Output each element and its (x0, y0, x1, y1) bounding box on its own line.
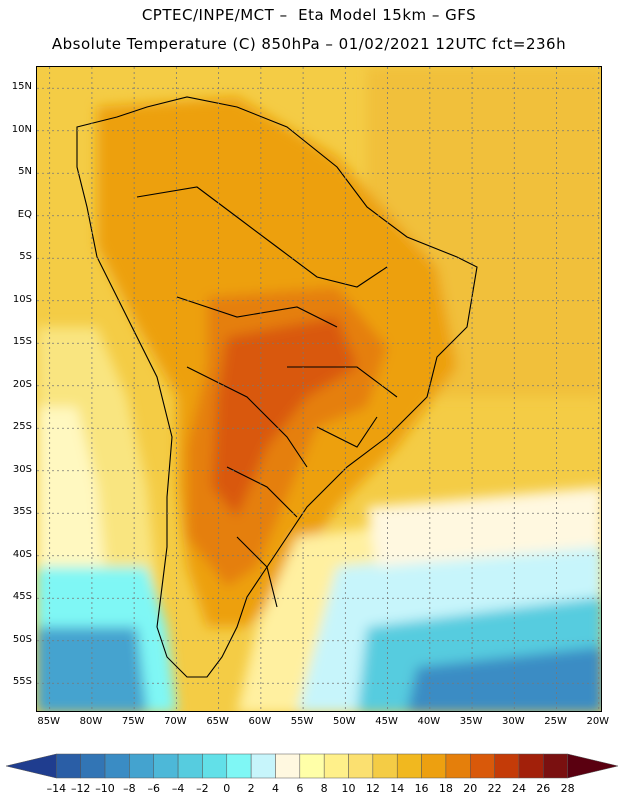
longitude-tick-label: 80W (79, 716, 103, 727)
longitude-tick-label: 50W (333, 716, 356, 727)
latitude-tick-label: 10N (11, 123, 32, 135)
colorbar-swatch (129, 753, 154, 779)
colorbar-tick-label: 10 (341, 782, 356, 795)
latitude-tick-label: 15N (11, 81, 32, 93)
longitude-tick-label: 35W (459, 716, 483, 727)
temperature-colorbar (5, 753, 618, 779)
colorbar-swatch (518, 753, 544, 779)
longitude-tick-label: 30W (501, 716, 525, 727)
colorbar-tick-label: 22 (487, 782, 502, 795)
colorbar-tick-label: 8 (320, 782, 328, 795)
graticule (37, 67, 601, 711)
longitude-tick-label: 55W (290, 716, 314, 727)
colorbar-swatch (226, 753, 252, 779)
colorbar-tick-label: 24 (511, 782, 526, 795)
colorbar-tick-label: 6 (296, 782, 304, 795)
latitude-tick-label: 20S (12, 378, 32, 390)
colorbar-tick-label: –14 (46, 782, 67, 795)
longitude-tick-label: 20W (586, 716, 610, 727)
colorbar-swatch (396, 753, 422, 779)
colorbar-swatch (348, 753, 374, 779)
colorbar-swatch (56, 753, 81, 779)
colorbar-tick-label: –4 (171, 782, 185, 795)
colorbar-swatch (177, 753, 203, 779)
colorbar-tick-label: 12 (365, 782, 380, 795)
colorbar-swatch (470, 753, 495, 779)
colorbar-swatch (80, 753, 106, 779)
longitude-tick-label: 65W (206, 716, 229, 727)
colorbar-tick-label: 2 (247, 782, 255, 795)
longitude-tick-label: 70W (164, 716, 187, 727)
colorbar-swatch (202, 753, 228, 779)
colorbar-tick-label: –12 (70, 782, 91, 795)
colorbar-tick-label: 28 (560, 782, 575, 795)
latitude-tick-label: 15S (12, 336, 32, 348)
colorbar-swatch (299, 753, 325, 779)
temperature-field (37, 67, 601, 711)
colorbar-swatch (323, 753, 349, 779)
coastline (76, 96, 478, 678)
latitude-tick-label: 5N (18, 166, 32, 178)
chart-title-line-2: Absolute Temperature (C) 850hPa – 01/02/… (51, 35, 567, 53)
temperature-map (36, 66, 602, 712)
colorbar-tick-label: –2 (196, 782, 209, 795)
colorbar-tick-label: 0 (223, 782, 231, 795)
latitude-tick-label: 30S (12, 463, 32, 475)
colorbar-swatch (153, 753, 179, 779)
colorbar-swatch (494, 753, 520, 779)
latitude-tick-label: 35S (12, 506, 32, 518)
latitude-tick-label: EQ (17, 208, 32, 220)
colorbar-swatch (372, 753, 398, 779)
colorbar-tick-label: 4 (271, 782, 279, 795)
longitude-tick-label: 45W (375, 716, 398, 727)
colorbar-swatch (421, 753, 447, 779)
latitude-tick-label: 40S (12, 548, 32, 560)
latitude-tick-label: 10S (12, 293, 32, 305)
colorbar-swatch (5, 753, 57, 779)
colorbar-swatch (275, 753, 301, 779)
colorbar-swatch (104, 753, 130, 779)
longitude-tick-label: 85W (37, 716, 60, 727)
longitude-tick-label: 60W (248, 716, 272, 727)
colorbar-swatch (567, 753, 618, 779)
colorbar-tick-label: –8 (123, 782, 136, 795)
longitude-tick-label: 40W (417, 716, 441, 727)
colorbar-tick-label: 26 (536, 782, 551, 795)
colorbar-tick-label: –6 (147, 782, 160, 795)
colorbar-tick-label: 20 (463, 782, 478, 795)
latitude-tick-label: 25S (12, 421, 32, 433)
longitude-tick-label: 75W (121, 716, 145, 727)
latitude-tick-label: 50S (12, 633, 32, 645)
colorbar-swatch (445, 753, 471, 779)
chart-title-line-1: CPTEC/INPE/MCT – Eta Model 15km – GFS (141, 6, 477, 24)
latitude-tick-label: 5S (19, 251, 32, 263)
colorbar-tick-label: 14 (390, 782, 405, 795)
colorbar-swatch (250, 753, 276, 779)
latitude-tick-label: 45S (12, 591, 32, 603)
colorbar-swatch (543, 753, 568, 779)
colorbar-tick-label: 18 (438, 782, 453, 795)
colorbar-tick-label: –10 (95, 782, 115, 795)
longitude-tick-label: 25W (544, 716, 567, 727)
colorbar-tick-label: 16 (414, 782, 429, 795)
latitude-tick-label: 55S (12, 676, 32, 688)
